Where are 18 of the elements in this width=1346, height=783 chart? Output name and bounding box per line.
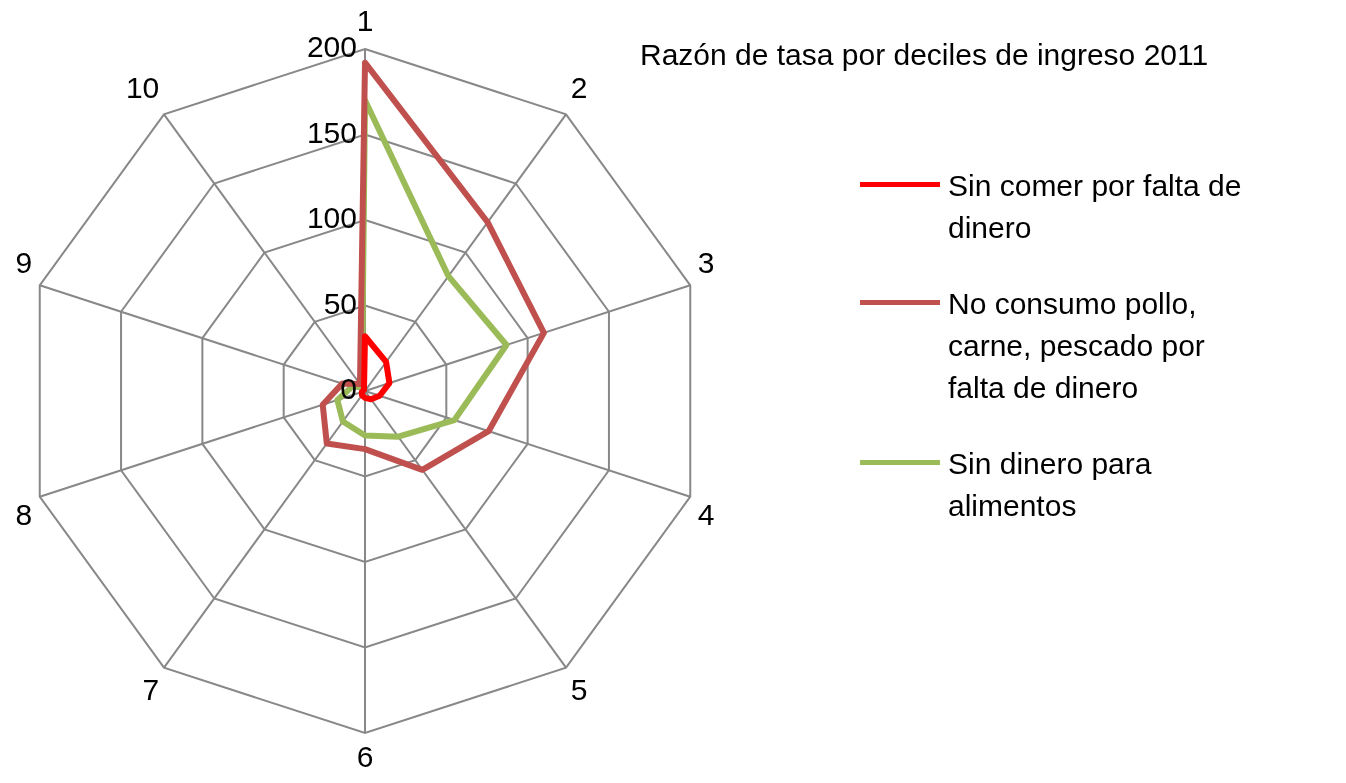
- y-tick-label: 100: [306, 201, 357, 235]
- spoke-label: 10: [125, 71, 160, 105]
- spoke-label: 7: [142, 673, 160, 707]
- spoke-label: 2: [570, 71, 588, 105]
- spoke-label: 1: [356, 4, 374, 38]
- y-tick-label: 150: [306, 115, 357, 149]
- spoke-label: 8: [15, 498, 33, 532]
- spoke-label: 3: [697, 246, 715, 280]
- spoke-label: 4: [697, 498, 715, 532]
- spoke-label: 9: [15, 246, 33, 280]
- legend-label: No consumo pollo, carne, pescado por falta de dinero: [948, 286, 1206, 406]
- spoke-label: 5: [570, 673, 588, 707]
- y-tick-label: 50: [323, 286, 357, 320]
- y-tick-label: 200: [306, 30, 357, 64]
- text: Razón de tasa por deciles de ingreso 2011: [640, 38, 1210, 72]
- legend-label: Sin dinero para alimentos: [948, 446, 1153, 524]
- spoke-label: 6: [356, 740, 374, 774]
- legend-label: Sin comer por falta de dinero: [948, 168, 1243, 246]
